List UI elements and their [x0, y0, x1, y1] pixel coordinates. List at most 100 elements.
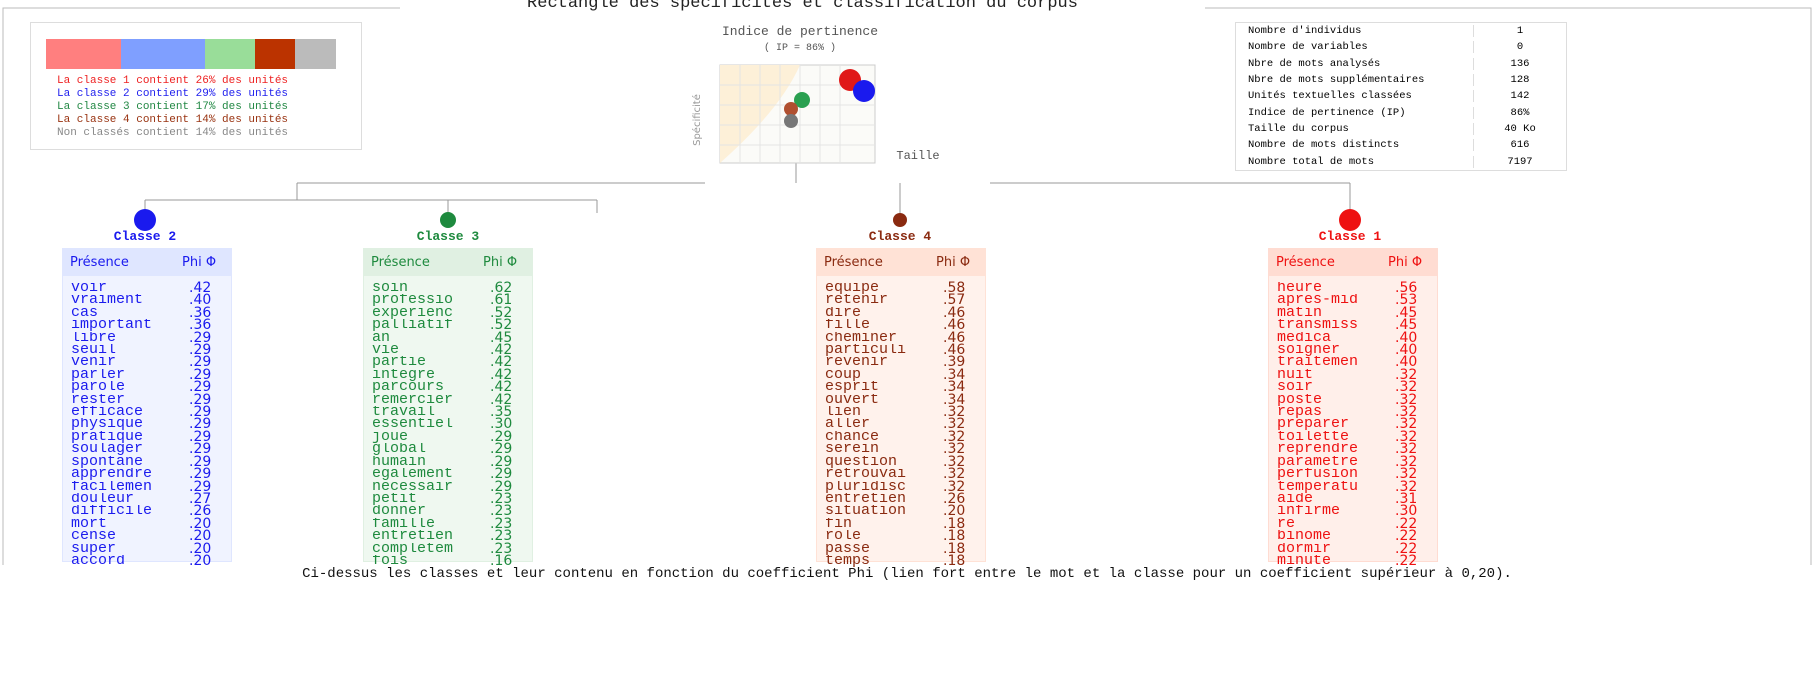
word: palliatif	[372, 319, 454, 332]
phi-value: .29	[490, 453, 513, 470]
phi-value: .52	[490, 317, 513, 334]
panel-header: Présence Phi Φ	[63, 249, 231, 276]
stats-row: Unités textuelles classées 142	[1236, 88, 1566, 104]
stats-label: Nombre d'individus	[1236, 25, 1474, 38]
word-list: soin .62 professio .61 experienc .52 palliatif…	[364, 276, 532, 569]
class-bubble	[794, 92, 810, 108]
word: dormir	[1277, 542, 1332, 555]
word-row: coup .34	[817, 366, 985, 383]
phi-value: .22	[1395, 515, 1418, 532]
word: douleur	[71, 492, 135, 506]
word: important	[71, 319, 153, 332]
word: ouvert	[825, 393, 880, 407]
word: chance	[825, 430, 880, 444]
stats-row: Taille du corpus 40 Ko	[1236, 121, 1566, 137]
word: fin	[825, 517, 853, 531]
ip-subtitle: ( IP = 86% )	[763, 43, 836, 54]
footer-note: Ci-dessus les classes et leur contenu en…	[302, 566, 1512, 582]
word-row: voir .42	[63, 280, 231, 296]
phi-value: .58	[943, 280, 966, 296]
phi-value: .36	[189, 317, 212, 334]
word: aide	[1277, 492, 1314, 506]
word-row: remercier .42	[364, 392, 532, 406]
phi-value: .20	[189, 528, 212, 545]
word: poste	[1277, 393, 1323, 407]
word-row: pluridisc .32	[817, 479, 985, 493]
phi-value: .34	[943, 379, 966, 396]
word-row: cas .36	[63, 306, 231, 320]
word: physique	[71, 418, 144, 431]
word: mort	[71, 517, 108, 531]
stats-row: Indice de pertinence (IP) 86%	[1236, 104, 1566, 120]
word: revenir	[825, 356, 889, 369]
word-row: pratique .29	[63, 430, 231, 444]
word-row: apres-mid .53	[1269, 293, 1437, 307]
phi-value: .34	[943, 366, 966, 383]
word: pluridisc	[825, 480, 907, 493]
phi-value: .29	[490, 428, 513, 445]
word-row: lien .32	[817, 405, 985, 419]
axis-label: Taille	[896, 149, 939, 163]
phi-value: .32	[943, 466, 966, 483]
stats-value: 1	[1516, 25, 1524, 38]
word: efficace	[71, 406, 144, 419]
word-row: joue .29	[364, 428, 532, 445]
word-row: temperatu .32	[1269, 479, 1437, 493]
word-row: parcours .42	[364, 380, 532, 394]
word: situation	[825, 505, 907, 518]
word-row: serein .32	[817, 441, 985, 458]
phi-value: .57	[943, 292, 966, 309]
ip-title: Indice de pertinence	[721, 24, 879, 39]
word: retenir	[825, 294, 889, 307]
legend-lines: La classe 1 contient 26% des unités La cl…	[57, 75, 288, 140]
phi-value: .42	[189, 280, 212, 296]
word-row: parametre .32	[1269, 454, 1437, 468]
word-row: completem .23	[364, 541, 532, 555]
word: retrouvai	[825, 468, 907, 481]
word-row: necessair .29	[364, 479, 532, 493]
header-presence: Présence	[371, 255, 430, 270]
word-row: apprendre .29	[63, 467, 231, 481]
word-row: vraiment .40	[63, 293, 231, 307]
phi-value: .26	[189, 503, 212, 520]
word-row: matin .45	[1269, 304, 1437, 321]
frame	[2, 7, 1812, 565]
class-dot	[440, 212, 456, 228]
word: humain	[372, 455, 427, 469]
word: nuit	[1277, 368, 1314, 382]
phi-value: .32	[943, 453, 966, 470]
phi-value: .29	[189, 453, 212, 470]
word: temperatu	[1277, 480, 1359, 493]
legend-line: La classe 1 contient 26% des unités	[57, 75, 289, 87]
word-row: douleur .27	[63, 492, 231, 506]
word: serein	[825, 443, 880, 456]
phi-value: .18	[943, 552, 966, 569]
word-row: heure .56	[1269, 281, 1437, 295]
word-row: parler .29	[63, 368, 231, 382]
word: vie	[372, 344, 400, 357]
word-row: experienc .52	[364, 306, 532, 320]
share-bar	[46, 39, 336, 69]
word: minute	[1277, 554, 1332, 568]
class-name: Classe 4	[868, 229, 932, 244]
word: fille	[825, 319, 871, 332]
phi-value: .40	[1395, 354, 1418, 371]
word: medica	[1277, 331, 1332, 345]
phi-value: .16	[490, 552, 513, 569]
word-row: egalement .29	[364, 467, 532, 481]
phi-value: .29	[490, 441, 513, 458]
phi-value: .32	[1395, 366, 1418, 383]
phi-value: .42	[490, 342, 513, 359]
stats-label: Unités textuelles classées	[1236, 90, 1474, 103]
class-name: Classe 2	[113, 229, 177, 244]
word-row: binome .22	[1269, 529, 1437, 543]
dendrogram	[144, 160, 1351, 214]
word-row: perfusion .32	[1269, 467, 1437, 481]
word: role	[825, 530, 862, 543]
phi-value: .29	[189, 379, 212, 396]
phi-value: .22	[1395, 552, 1418, 569]
phi-value: .32	[943, 441, 966, 458]
phi-value: .45	[1395, 304, 1418, 321]
class-bubble	[784, 114, 798, 128]
panel-header: Présence Phi Φ	[817, 249, 985, 276]
